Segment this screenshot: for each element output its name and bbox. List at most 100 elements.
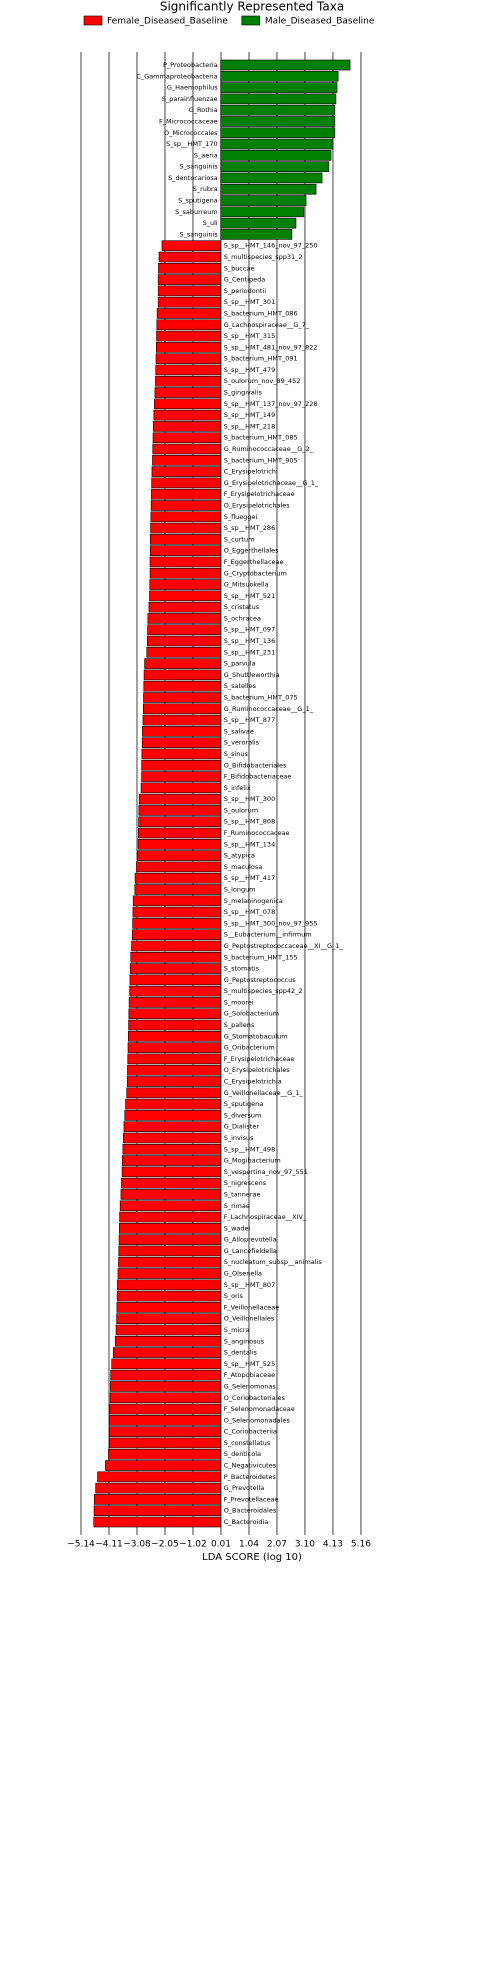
bar [138,793,222,805]
bar-label: S_sp__HMT_286 [224,524,276,532]
bar-label: G_Peptostreptococcaceae__XI__G_1_ [224,942,344,950]
bar [127,1042,222,1053]
bar-label: S_sp__HMT_231 [224,648,276,656]
bar [134,872,221,884]
bar-label: G_Ruminococcaceae__G_2_ [224,445,314,453]
bar-label: S_sp__HMT_300_nov_97_955 [224,919,318,927]
bar [155,353,221,364]
bar-label: S_diversum [224,1111,262,1119]
bar-label: F_Atopobiaceae [224,1371,275,1379]
x-tick-label: −1.02 [179,1540,207,1550]
bar [220,93,337,105]
bar [149,590,221,602]
bar-label: S_dentocariosa [168,174,218,182]
bar [151,488,221,500]
bar [152,443,221,455]
bar [220,229,293,240]
bar [150,511,222,523]
bar-label: S_infelix [224,784,251,792]
bar-label: S_sinus [224,750,249,758]
bar [155,375,222,387]
bar-label: S_sp__HMT_134 [224,840,276,848]
bar-label: S_sanguinis [179,230,218,238]
bar-label: S_atypica [224,852,255,860]
bar-label: S_veroralis [224,739,260,747]
bar [127,1053,221,1065]
bar [140,782,222,794]
bar-label: S_nigrescens [224,1179,267,1187]
bar-label: S_cristatus [224,603,260,611]
bar-label: S_parainfluenzae [162,95,218,103]
bar [150,500,222,511]
bar [146,647,222,658]
bar [132,906,221,918]
legend-label: Male_Diseased_Baseline [265,17,375,27]
bar [137,839,222,850]
x-axis-label: LDA SCORE (log 10) [202,1552,302,1563]
bar [150,522,221,534]
bar [152,455,221,466]
bar [119,1223,221,1234]
x-tick-label: −3.08 [123,1540,151,1550]
bar-label: C_Coriobacteriia [224,1428,277,1436]
bar [116,1290,221,1302]
bar-label: S_sp__HMT_417 [224,874,276,882]
bar-label: S_bacterium_HMT_086 [224,309,298,317]
bar-label: F_Veillonellaceae [224,1303,280,1311]
bar-label: S_sp__HMT_078 [224,908,276,916]
bar [95,1482,222,1494]
bar [118,1234,221,1245]
bar [109,1415,221,1426]
bar [151,466,222,477]
bar [220,116,336,127]
bar [143,680,221,692]
bar [132,918,222,929]
bar-label: S_oulorum [224,806,258,814]
bar-label: S_periodontii [224,287,267,295]
bar [126,1087,221,1099]
bar-label: S_moorei [224,998,254,1006]
bar [220,127,336,139]
bar [220,161,330,172]
bar-label: S_flueggei [224,513,258,521]
bar-label: F_Prevotellaceae [224,1495,279,1503]
bar-label: F_Erysipelotrichaceae [224,490,295,498]
bar [122,1155,221,1166]
bar [149,567,222,579]
bar-label: S_wadei [224,1224,251,1232]
bar [132,895,221,907]
bar-label: F_Micrococcaceae [159,117,218,125]
bar [117,1268,221,1279]
bar-label: S_sp__HMT_315 [224,332,276,340]
bar [128,997,222,1008]
x-tick-label: −4.11 [95,1540,123,1550]
bar-label: S_anginosus [224,1337,265,1345]
bar [220,104,336,116]
bar [150,534,221,545]
bar [141,759,221,771]
bar [129,974,221,986]
bar-label: F_Selenomonadaceae [224,1405,295,1413]
bar-label: S_stomatis [224,965,260,973]
bar-label: O_Micrococcales [164,129,218,137]
bar [141,737,222,748]
bar-label: O_Eggerthellales [224,547,279,555]
bar-label: S_bacterium_HMT_085 [224,434,298,442]
x-tick-label: 5.16 [351,1540,371,1550]
bar-label: O_Bacteroidales [224,1507,277,1515]
bar [110,1381,222,1392]
bar [126,1076,221,1087]
bar-label: G_Haemophilus [167,84,218,92]
bar-label: S_maculosa [224,863,263,871]
bar-label: S_sp__HMT_301 [224,298,276,306]
bar-label: S_pallens [224,1021,255,1029]
bar-label: S_multispecies_spp42_2 [224,987,303,995]
bar-label: S_buccae [224,264,255,272]
bar-label: S_uli [203,219,218,227]
bar [109,1426,221,1437]
bar-label: O_Erysipelotrichales [224,501,291,509]
bar-label: G_Solobacterium [224,1010,279,1018]
bar [152,421,222,432]
bar [220,138,334,150]
